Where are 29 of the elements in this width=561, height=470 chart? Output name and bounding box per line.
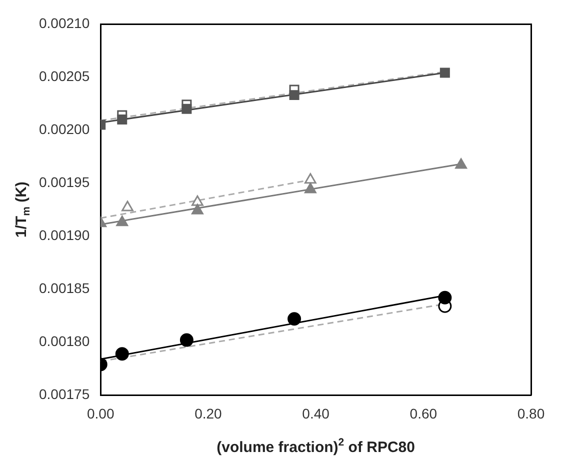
x-tick-label: 0.40: [302, 405, 330, 422]
point: [115, 347, 129, 361]
point: [289, 90, 300, 100]
y-tick-label: 0.00210: [38, 14, 90, 31]
point: [116, 216, 128, 226]
y-tick-label: 0.00185: [38, 280, 90, 296]
point: [288, 312, 302, 326]
y-axis-title: 1/Tm (K): [13, 182, 32, 238]
point: [117, 114, 128, 124]
point: [192, 204, 204, 214]
y-tick-label: 0.00205: [38, 68, 90, 84]
point: [304, 173, 316, 184]
x-tick-label: 0.20: [194, 405, 222, 422]
point: [180, 333, 194, 347]
y-tick-label: 0.00190: [38, 226, 90, 243]
point: [304, 182, 316, 194]
x-tick-label: 0.60: [410, 405, 438, 422]
y-tick-label: 0.00195: [38, 174, 90, 190]
y-tick-label: 0.00180: [38, 333, 90, 350]
x-tick-label: 0.80: [517, 405, 545, 422]
point: [192, 195, 204, 206]
point: [182, 104, 192, 114]
x-tick-label: 0.00: [86, 405, 114, 422]
point: [438, 290, 452, 304]
point: [122, 200, 134, 212]
y-tick-label: 0.00200: [38, 120, 90, 137]
point: [440, 68, 450, 78]
y-tick-label: 0.00175: [38, 386, 90, 402]
point: [455, 158, 468, 169]
